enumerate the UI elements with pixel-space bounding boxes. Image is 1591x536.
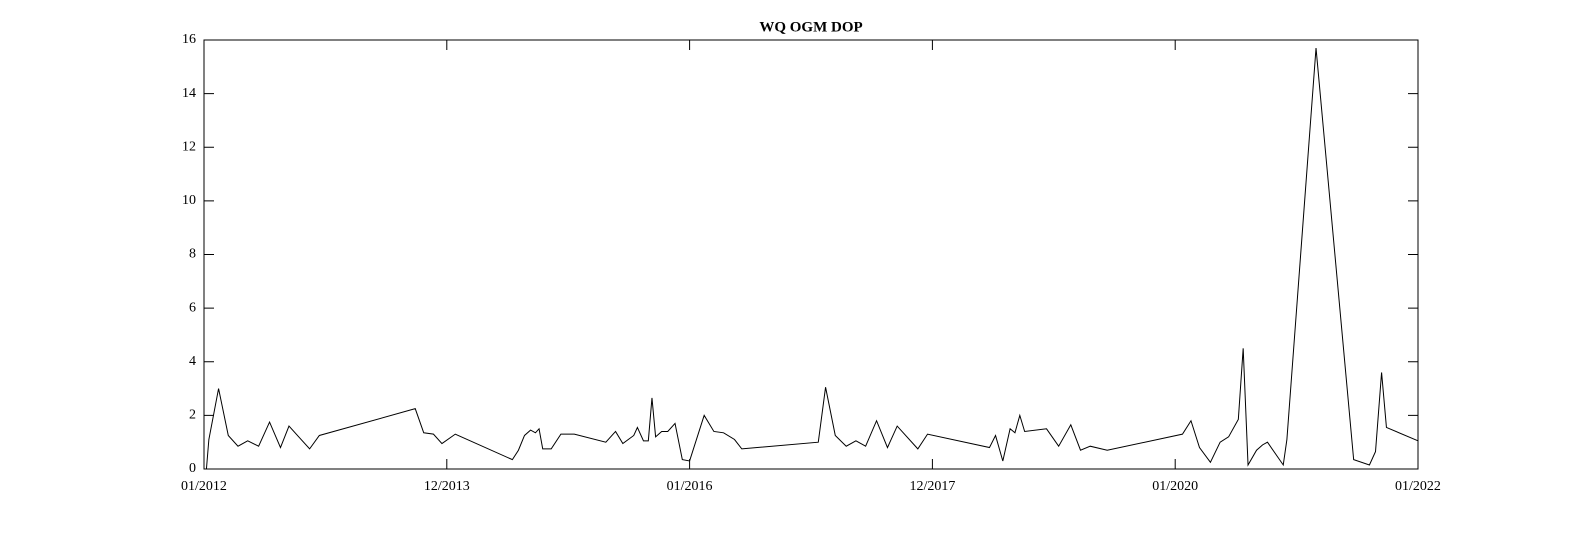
x-tick-label: 01/2022 (1395, 479, 1441, 494)
data-line (205, 47, 1419, 470)
y-tick-label: 10 (182, 193, 196, 208)
x-tick-label: 12/2013 (424, 479, 470, 494)
x-tick-label: 01/2012 (181, 479, 227, 494)
x-tick-label: 01/2020 (1152, 479, 1198, 494)
y-tick-label: 2 (189, 408, 196, 423)
y-tick-label: 14 (182, 86, 196, 101)
y-tick-label: 4 (189, 354, 196, 369)
y-tick-label: 0 (189, 461, 196, 476)
y-tick-label: 12 (182, 139, 196, 154)
y-tick-label: 16 (182, 32, 196, 47)
x-tick-label: 01/2016 (667, 479, 713, 494)
y-tick-label: 6 (189, 300, 196, 315)
y-tick-label: 8 (189, 247, 196, 262)
x-tick-label: 12/2017 (909, 479, 955, 494)
chart-title: WQ OGM DOP (759, 19, 862, 35)
